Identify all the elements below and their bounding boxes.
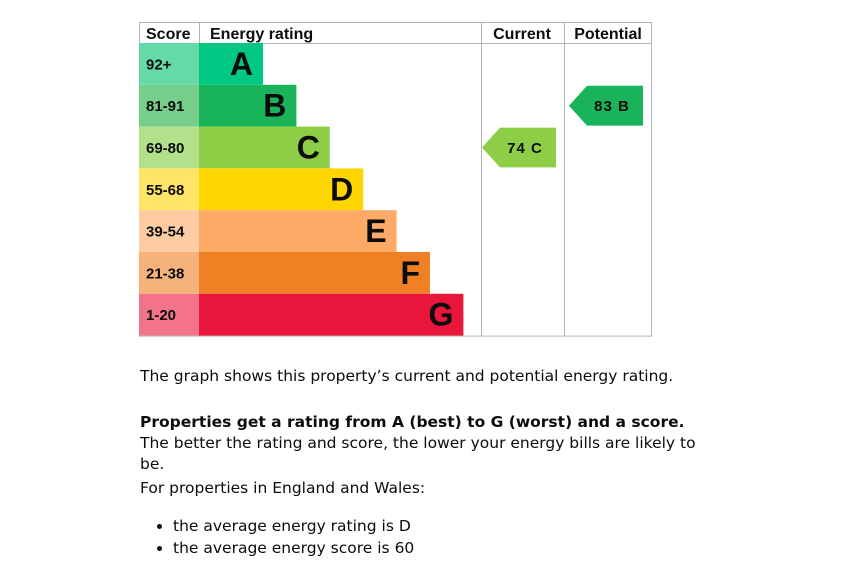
score-range-d: 55-68 <box>146 182 184 199</box>
band-letter-b: B <box>263 88 286 124</box>
score-range-c: 69-80 <box>146 140 184 157</box>
score-cell-c <box>139 126 199 169</box>
band-letter-f: F <box>400 255 420 291</box>
band-bar-a <box>199 43 263 85</box>
band-bar-b <box>199 84 297 127</box>
score-cell-e <box>139 210 199 252</box>
average-list: the average energy rating is D the avera… <box>140 515 414 559</box>
rating-bands: 92+ A 81-91 B 69-80 C 55-68 D 39-54 E 21-38 F 1-20 G <box>139 43 464 336</box>
epc-chart: Score Energy rating Current Potential 92… <box>139 22 652 337</box>
band-bar-d <box>199 168 364 211</box>
band-bar-e <box>199 210 397 252</box>
rating-explanation-rest: The better the rating and score, the low… <box>140 434 696 473</box>
graph-description: The graph shows this property’s current … <box>140 367 674 385</box>
current-rating-label: 74 C <box>507 140 543 157</box>
band-bar-c <box>199 126 330 169</box>
score-cell-b <box>139 84 199 127</box>
region-note: For properties in England and Wales: <box>140 479 426 497</box>
band-letter-d: D <box>330 171 353 207</box>
rating-explanation: Properties get a rating from A (best) to… <box>140 412 700 475</box>
score-range-a: 92+ <box>146 56 172 73</box>
score-cell-g <box>139 293 199 336</box>
average-score-item: the average energy score is 60 <box>173 537 414 559</box>
potential-arrow <box>569 85 643 126</box>
rating-explanation-bold: Properties get a rating from A (best) to… <box>140 413 685 431</box>
rating-arrows: 74 C 83 B <box>482 85 643 168</box>
band-bar-g <box>199 293 464 336</box>
score-range-f: 21-38 <box>146 265 184 282</box>
score-cell-f <box>139 252 199 294</box>
band-letter-a: A <box>230 46 253 82</box>
header-potential: Potential <box>574 26 642 43</box>
header-score: Score <box>146 26 191 43</box>
chart-header: Score Energy rating Current Potential <box>146 26 642 43</box>
current-arrow <box>482 127 556 168</box>
potential-rating-label: 83 B <box>594 98 630 115</box>
score-range-g: 1-20 <box>146 307 176 324</box>
score-cell-a <box>139 43 199 85</box>
header-current: Current <box>493 26 551 43</box>
band-bar-f <box>199 252 430 294</box>
score-range-b: 81-91 <box>146 98 184 115</box>
header-energy-rating: Energy rating <box>210 26 313 43</box>
score-range-e: 39-54 <box>146 224 185 241</box>
score-cell-d <box>139 168 199 211</box>
band-letter-c: C <box>297 130 320 166</box>
band-letter-e: E <box>365 213 386 249</box>
average-rating-item: the average energy rating is D <box>173 515 414 537</box>
band-letter-g: G <box>429 297 454 333</box>
